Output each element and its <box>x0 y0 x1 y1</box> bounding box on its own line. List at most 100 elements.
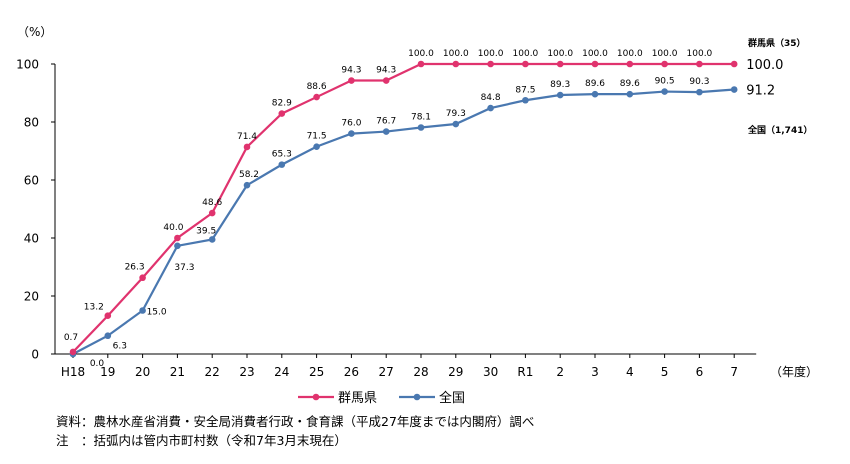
data-label-gunma: 88.6 <box>307 82 327 92</box>
legend-marker-national <box>399 393 436 400</box>
x-tick-label: H18 <box>61 365 85 379</box>
data-label-national: 89.6 <box>585 79 605 89</box>
data-label-national: 39.5 <box>196 226 216 236</box>
y-tick-label: 60 <box>24 174 39 188</box>
series-line-0 <box>72 62 735 353</box>
x-tick-label: 28 <box>413 365 428 379</box>
series-point-0 <box>69 348 77 356</box>
x-tick-label: 29 <box>448 365 463 379</box>
series-point-0 <box>556 60 564 68</box>
series-point-0 <box>626 60 634 68</box>
data-label-gunma: 100.0 <box>652 49 678 59</box>
series-point-1 <box>313 143 320 150</box>
series-point-1 <box>243 181 251 189</box>
series-point-1 <box>522 96 529 104</box>
series-point-1 <box>452 120 460 128</box>
notes: 資料：農林水産省消費・安全局消費者行政・食育課（平成27年度までは内閣府）調べ … <box>56 412 534 450</box>
x-tick-label: 21 <box>170 365 185 379</box>
series-point-0 <box>208 209 216 217</box>
x-tick-label: 7 <box>730 365 738 379</box>
data-label-national: 84.8 <box>481 93 501 103</box>
data-label-national: 37.3 <box>174 263 194 273</box>
x-tick-label: 30 <box>483 365 498 379</box>
y-tick-label: 0 <box>31 348 39 362</box>
y-tick-label: 40 <box>24 232 39 246</box>
data-label-national: 89.6 <box>620 79 640 89</box>
series-point-1 <box>556 91 564 99</box>
x-tick-label: 27 <box>379 365 394 379</box>
data-label-gunma: 71.4 <box>237 132 257 142</box>
series-point-0 <box>243 143 251 151</box>
series-point-1 <box>626 90 634 98</box>
legend: 群馬県 全国 <box>298 387 465 406</box>
legend-item-national: 全国 <box>399 387 465 406</box>
data-label-national: 6.3 <box>113 342 127 352</box>
data-label-national: 76.7 <box>376 117 396 127</box>
data-label-national: 89.3 <box>550 80 570 90</box>
y-unit-label: （%） <box>17 25 52 39</box>
x-tick-label: 6 <box>696 365 704 379</box>
series-point-1 <box>591 90 599 98</box>
data-label-gunma: 94.3 <box>341 66 361 76</box>
data-label-national: 78.1 <box>411 113 431 123</box>
series-point-1 <box>348 130 355 137</box>
y-tick-label: 100 <box>16 58 39 72</box>
series-point-0 <box>696 60 703 68</box>
x-tick-label: 19 <box>100 365 115 379</box>
series-point-0 <box>348 77 355 84</box>
data-label-national: 15.0 <box>147 308 167 318</box>
series-layer <box>69 60 738 358</box>
series-point-1 <box>139 307 146 314</box>
data-label-gunma: 100.0 <box>582 49 608 59</box>
data-label-gunma: 26.3 <box>125 263 145 273</box>
x-tick-label: 22 <box>205 365 220 379</box>
series-point-0 <box>139 274 146 282</box>
legend-marker-gunma <box>298 393 334 400</box>
series-point-1 <box>174 242 181 250</box>
labels-layer: 0.7 13.2 26.3 40.0 48.6 71.4 82.9 88.6 94.3 94.3 1… <box>64 37 813 369</box>
data-label-national: 90.3 <box>689 77 709 87</box>
data-label-gunma: 40.0 <box>163 223 183 233</box>
legend-label-national: 全国 <box>439 391 466 406</box>
end-value-gunma: 100.0 <box>746 58 783 73</box>
data-label-gunma: 100.0 <box>478 49 504 59</box>
series-point-0 <box>452 60 460 68</box>
series-point-1 <box>208 236 216 243</box>
data-label-national: 87.5 <box>515 85 535 95</box>
data-label-national: 65.3 <box>272 150 292 160</box>
data-label-gunma: 82.9 <box>272 99 292 109</box>
data-label-national: 90.5 <box>655 77 675 87</box>
y-tick-label: 80 <box>24 116 39 130</box>
x-tick-label: 4 <box>626 365 634 379</box>
series-point-0 <box>591 60 599 68</box>
end-value-national: 91.2 <box>746 84 775 99</box>
data-label-gunma: 100.0 <box>687 49 713 59</box>
data-label-national: 58.2 <box>239 170 259 180</box>
series-point-0 <box>174 234 181 242</box>
series-point-0 <box>522 60 529 68</box>
x-tick-label: 26 <box>344 365 359 379</box>
data-label-gunma: 94.3 <box>376 66 396 76</box>
series-line-1 <box>72 88 735 355</box>
legend-item-gunma: 群馬県 <box>298 387 377 406</box>
series-point-0 <box>278 110 286 117</box>
series-point-0 <box>417 60 425 68</box>
series-name-national: 全国（1,741） <box>747 124 812 136</box>
series-point-0 <box>487 60 494 68</box>
x-tick-label: R1 <box>517 365 533 379</box>
series-point-0 <box>313 93 320 101</box>
data-label-national: 71.5 <box>307 132 327 142</box>
data-label-gunma: 100.0 <box>617 49 643 59</box>
series-point-1 <box>730 86 738 93</box>
series-point-0 <box>104 312 112 320</box>
x-tick-label: 3 <box>591 365 599 379</box>
data-label-gunma: 100.0 <box>547 49 573 59</box>
data-label-gunma: 48.6 <box>202 198 222 208</box>
series-point-1 <box>696 88 703 96</box>
x-tick-label: 24 <box>274 365 289 379</box>
x-tick-label: 23 <box>239 365 254 379</box>
data-label-national: 0.0 <box>90 359 105 369</box>
series-point-0 <box>382 77 390 84</box>
